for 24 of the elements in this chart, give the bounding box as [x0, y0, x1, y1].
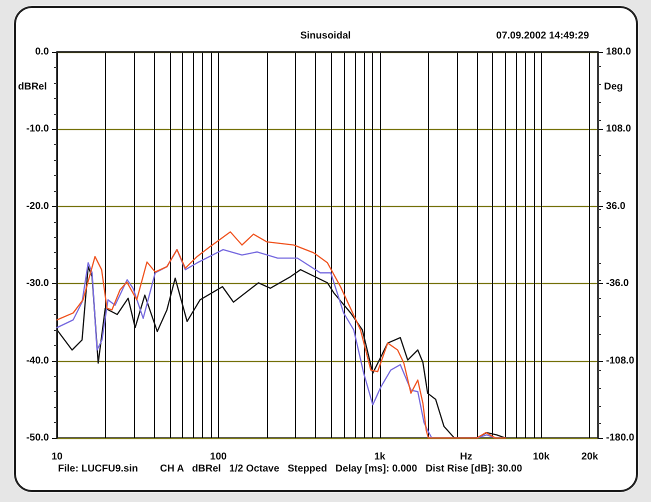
y-tick-label: -10.0 — [26, 124, 50, 135]
x-tick-label: 100 — [210, 452, 228, 462]
y-tick-label: -40.0 — [26, 355, 50, 366]
y2-axis-title: Deg — [604, 82, 623, 92]
y-tick-label: -30.0 — [26, 278, 50, 290]
y-tick-label: -20.0 — [26, 200, 50, 212]
x-tick-label: 20k — [581, 452, 599, 462]
y-tick-label: -50.0 — [26, 432, 50, 444]
text: CH A dBRel 1/2 Octave Stepped Delay [ms]: 0.000 Dist Rise [dB]: 30.00 — [160, 464, 523, 474]
y2-tick-label: -180.0 — [606, 432, 635, 444]
y2-tick-label: 108.0 — [606, 124, 632, 135]
x-tick-label: 10k — [532, 452, 550, 462]
x-tick-label: 10 — [51, 452, 63, 462]
y-axis-title: dBRel — [18, 82, 48, 92]
y2-tick-label: 36.0 — [606, 200, 626, 212]
y2-tick-label: -36.0 — [606, 278, 630, 290]
x-tick-label: 1k — [374, 452, 386, 462]
y-tick-label: 0.0 — [35, 46, 50, 58]
chart-subtitle: 07.09.2002 14:49:29 — [496, 30, 590, 42]
x-axis-title: Hz — [460, 452, 472, 462]
text: File: LUCFU9.sin — [58, 464, 138, 474]
y2-tick-label: 180.0 — [606, 46, 632, 58]
chart-title: Sinusoidal — [300, 30, 351, 42]
y2-tick-label: -108.0 — [606, 355, 635, 366]
